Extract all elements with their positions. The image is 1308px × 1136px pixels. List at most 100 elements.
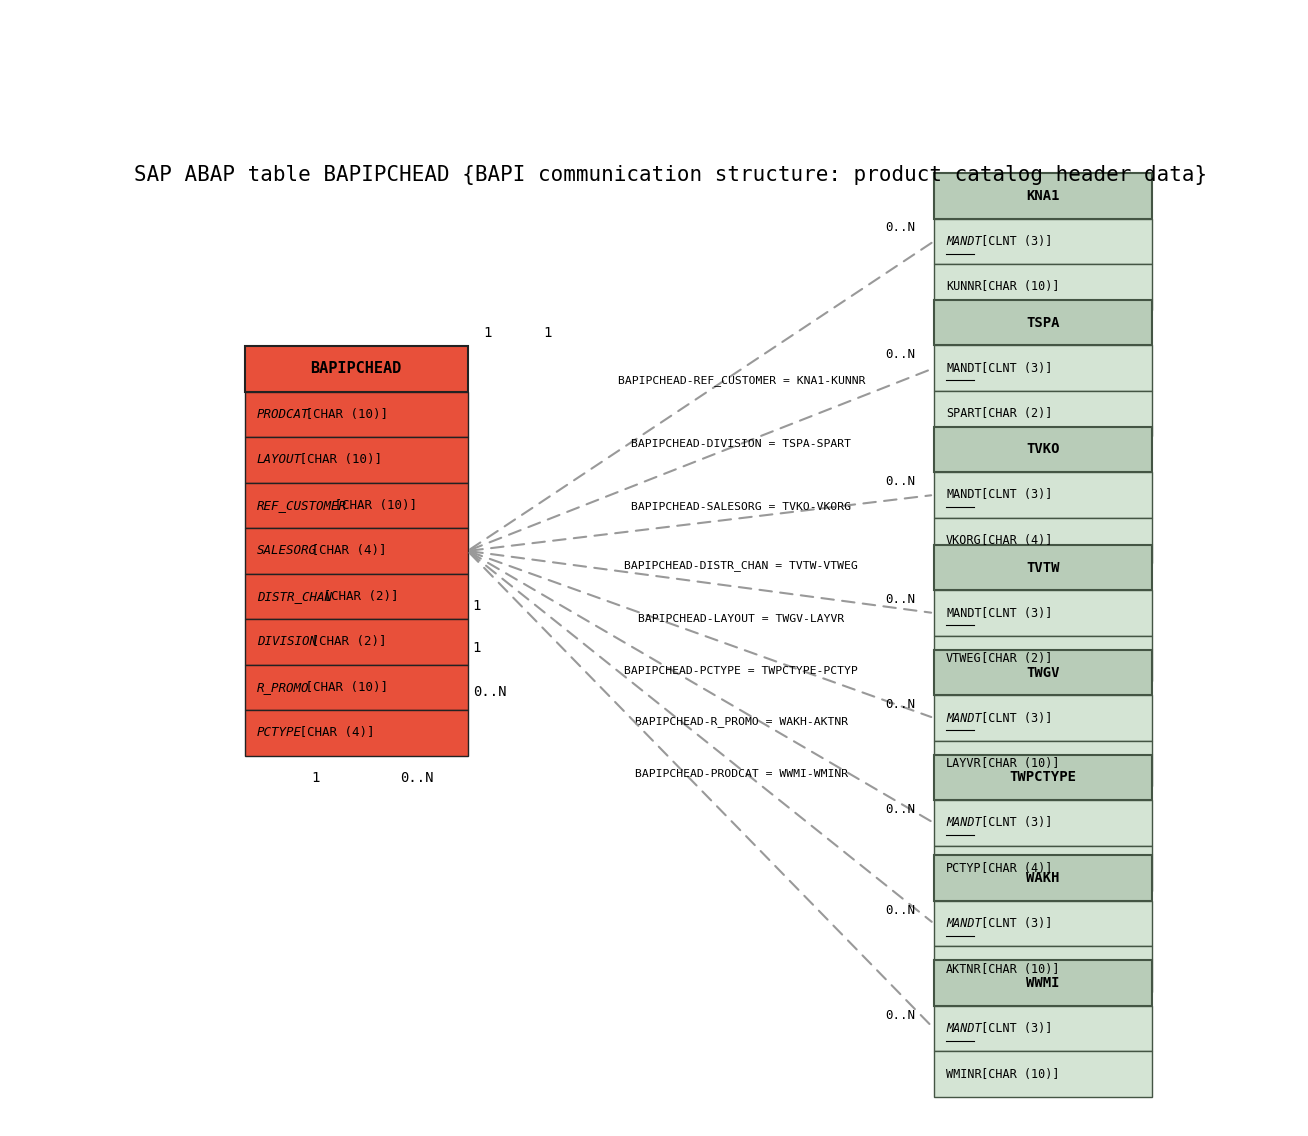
Text: [CLNT (3)]: [CLNT (3)] [974,917,1053,930]
Text: 0..N: 0..N [886,222,916,234]
FancyBboxPatch shape [934,391,1152,436]
Text: TWGV: TWGV [1027,666,1059,679]
Text: TWPCTYPE: TWPCTYPE [1010,770,1076,785]
FancyBboxPatch shape [934,960,1152,1005]
Text: [CHAR (4)]: [CHAR (4)] [974,862,1053,875]
Text: SPART: SPART [946,407,982,420]
Text: TVKO: TVKO [1027,442,1059,457]
Text: BAPIPCHEAD-PRODCAT = WWMI-WMINR: BAPIPCHEAD-PRODCAT = WWMI-WMINR [634,769,848,779]
Text: BAPIPCHEAD-REF_CUSTOMER = KNA1-KUNNR: BAPIPCHEAD-REF_CUSTOMER = KNA1-KUNNR [617,375,865,385]
Text: [CHAR (10)]: [CHAR (10)] [298,680,388,694]
Text: BAPIPCHEAD-PCTYPE = TWPCTYPE-PCTYP: BAPIPCHEAD-PCTYPE = TWPCTYPE-PCTYP [624,667,858,676]
FancyBboxPatch shape [934,754,1152,800]
Text: LAYOUT: LAYOUT [256,453,302,467]
FancyBboxPatch shape [934,173,1152,218]
FancyBboxPatch shape [245,619,468,665]
Text: TSPA: TSPA [1027,316,1059,329]
Text: VTWEG: VTWEG [946,652,982,665]
FancyBboxPatch shape [245,483,468,528]
FancyBboxPatch shape [934,901,1152,946]
Text: WMINR: WMINR [946,1068,982,1080]
Text: MANDT: MANDT [946,361,982,375]
Text: 0..N: 0..N [886,803,916,816]
Text: MANDT: MANDT [946,711,982,725]
Text: BAPIPCHEAD: BAPIPCHEAD [310,361,402,376]
FancyBboxPatch shape [245,665,468,710]
FancyBboxPatch shape [934,218,1152,264]
Text: MANDT: MANDT [946,917,982,930]
Text: LAYVR: LAYVR [946,757,982,770]
Text: [CHAR (10)]: [CHAR (10)] [974,757,1059,770]
FancyBboxPatch shape [934,300,1152,345]
Text: 0..N: 0..N [886,475,916,488]
Text: [CLNT (3)]: [CLNT (3)] [974,817,1053,829]
Text: 1: 1 [311,771,319,785]
Text: MANDT: MANDT [946,1022,982,1035]
Text: [CHAR (2)]: [CHAR (2)] [974,652,1053,665]
Text: [CHAR (4)]: [CHAR (4)] [974,534,1053,546]
Text: REF_CUSTOMER: REF_CUSTOMER [256,499,347,512]
FancyBboxPatch shape [934,845,1152,892]
Text: BAPIPCHEAD-DIVISION = TSPA-SPART: BAPIPCHEAD-DIVISION = TSPA-SPART [632,438,852,449]
Text: MANDT: MANDT [946,235,982,248]
FancyBboxPatch shape [245,574,468,619]
Text: [CLNT (3)]: [CLNT (3)] [974,1022,1053,1035]
FancyBboxPatch shape [934,855,1152,901]
Text: 1: 1 [544,326,552,340]
Text: SALESORG: SALESORG [256,544,317,558]
Text: [CHAR (2)]: [CHAR (2)] [315,590,398,603]
Text: [CLNT (3)]: [CLNT (3)] [974,711,1053,725]
Text: BAPIPCHEAD-LAYOUT = TWGV-LAYVR: BAPIPCHEAD-LAYOUT = TWGV-LAYVR [638,613,845,624]
FancyBboxPatch shape [934,345,1152,391]
Text: [CHAR (4)]: [CHAR (4)] [303,544,386,558]
FancyBboxPatch shape [934,264,1152,309]
Text: WAKH: WAKH [1027,871,1059,885]
FancyBboxPatch shape [934,545,1152,591]
Text: BAPIPCHEAD-R_PROMO = WAKH-AKTNR: BAPIPCHEAD-R_PROMO = WAKH-AKTNR [634,716,848,727]
FancyBboxPatch shape [934,946,1152,992]
Text: [CHAR (2)]: [CHAR (2)] [974,407,1053,420]
Text: DISTR_CHAN: DISTR_CHAN [256,590,332,603]
FancyBboxPatch shape [934,695,1152,741]
FancyBboxPatch shape [934,636,1152,682]
Text: AKTNR: AKTNR [946,962,982,976]
Text: BAPIPCHEAD-DISTR_CHAN = TVTW-VTWEG: BAPIPCHEAD-DISTR_CHAN = TVTW-VTWEG [624,560,858,571]
Text: PCTYP: PCTYP [946,862,982,875]
Text: MANDT: MANDT [946,488,982,501]
Text: R_PROMO: R_PROMO [256,680,309,694]
FancyBboxPatch shape [934,427,1152,473]
Text: PCTYPE: PCTYPE [256,726,302,740]
Text: 1: 1 [483,326,492,340]
Text: [CHAR (10)]: [CHAR (10)] [974,962,1059,976]
Text: [CLNT (3)]: [CLNT (3)] [974,607,1053,619]
Text: [CHAR (10)]: [CHAR (10)] [298,408,388,421]
FancyBboxPatch shape [934,741,1152,786]
Text: KNA1: KNA1 [1027,189,1059,203]
FancyBboxPatch shape [934,650,1152,695]
Text: 0..N: 0..N [400,771,434,785]
FancyBboxPatch shape [934,1005,1152,1051]
FancyBboxPatch shape [245,528,468,574]
FancyBboxPatch shape [245,437,468,483]
Text: [CHAR (10)]: [CHAR (10)] [974,281,1059,293]
Text: MANDT: MANDT [946,817,982,829]
FancyBboxPatch shape [245,392,468,437]
FancyBboxPatch shape [245,346,468,392]
Text: [CHAR (4)]: [CHAR (4)] [292,726,374,740]
Text: 0..N: 0..N [472,685,506,699]
Text: KUNNR: KUNNR [946,281,982,293]
Text: WWMI: WWMI [1027,976,1059,991]
Text: [CLNT (3)]: [CLNT (3)] [974,488,1053,501]
Text: [CHAR (10)]: [CHAR (10)] [327,499,417,512]
Text: 0..N: 0..N [886,698,916,711]
Text: SAP ABAP table BAPIPCHEAD {BAPI communication structure: product catalog header : SAP ABAP table BAPIPCHEAD {BAPI communic… [133,165,1207,185]
Text: [CLNT (3)]: [CLNT (3)] [974,235,1053,248]
Text: 1: 1 [472,599,481,613]
FancyBboxPatch shape [934,518,1152,563]
Text: TVTW: TVTW [1027,560,1059,575]
Text: PRODCAT: PRODCAT [256,408,309,421]
Text: VKORG: VKORG [946,534,982,546]
FancyBboxPatch shape [245,710,468,755]
Text: [CHAR (10)]: [CHAR (10)] [974,1068,1059,1080]
FancyBboxPatch shape [934,473,1152,518]
